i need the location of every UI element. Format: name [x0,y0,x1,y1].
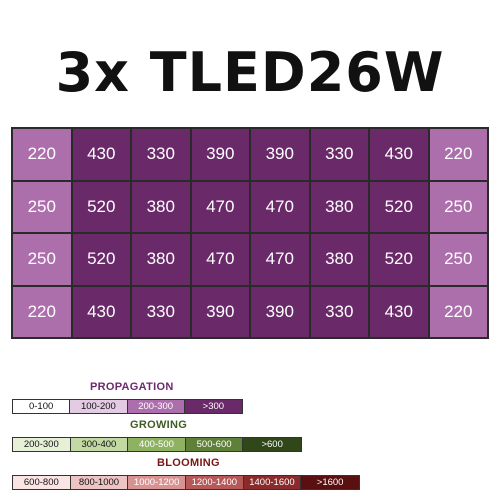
heatmap-cell: 330 [131,128,191,181]
heatmap-cell: 520 [71,233,131,286]
heatmap-cell: 380 [309,233,369,286]
legend-segment: >1600 [301,476,359,489]
ppfd-heatmap: 220 430 330 390 390 330 430 220 250 520 380 470 470 3… [11,127,489,339]
legend-bar-growing: 200-300 300-400 400-500 500-600 >600 [12,437,302,452]
legend-segment: >300 [184,400,242,413]
heatmap-cell: 250 [428,233,488,286]
legend-segment: 200-300 [127,400,185,413]
heatmap-cell: 390 [190,128,250,181]
heatmap-cell: 220 [428,128,488,181]
legend-title-blooming: BLOOMING [157,457,220,469]
heatmap-cell: 390 [190,285,250,338]
heatmap-cell: 470 [250,233,310,286]
legend-segment: 100-200 [70,400,128,413]
legend-segment: 1400-1600 [243,476,302,489]
heatmap-cell: 380 [131,180,191,233]
heatmap-cell: 520 [369,233,429,286]
chart-title: 3x TLED26W [55,41,445,104]
heatmap-cell: 380 [309,180,369,233]
heatmap-cell: 520 [71,180,131,233]
legend-segment: 500-600 [185,438,244,451]
heatmap-cell: 470 [190,180,250,233]
heatmap-cell: 390 [250,285,310,338]
legend-title-growing: GROWING [130,419,188,431]
legend-segment: 300-400 [70,438,129,451]
legend-bar-blooming: 600-800 800-1000 1000-1200 1200-1400 1400-16… [12,475,360,490]
legend-segment: 400-500 [128,438,186,451]
legend-segment: 1200-1400 [185,476,244,489]
legend-segment: 1000-1200 [128,476,186,489]
heatmap-cell: 330 [131,285,191,338]
heatmap-cell: 430 [71,128,131,181]
heatmap-cell: 250 [428,180,488,233]
heatmap-cell: 430 [369,285,429,338]
heatmap-cell: 470 [190,233,250,286]
legend-segment: 600-800 [13,476,71,489]
legend-segment: 0-100 [13,400,71,413]
legend-segment: 200-300 [13,438,71,451]
heatmap-cell: 430 [369,128,429,181]
heatmap-cell: 520 [369,180,429,233]
heatmap-cell: 430 [71,285,131,338]
heatmap-cell: 390 [250,128,310,181]
heatmap-cell: 330 [309,285,369,338]
legend-bar-propagation: 0-100 100-200 200-300 >300 [12,399,243,414]
legend-title-propagation: PROPAGATION [90,381,174,393]
heatmap-cell: 220 [12,285,72,338]
legend-segment: 800-1000 [70,476,129,489]
heatmap-cell: 220 [12,128,72,181]
heatmap-cell: 470 [250,180,310,233]
heatmap-cell: 250 [12,180,72,233]
heatmap-cell: 380 [131,233,191,286]
heatmap-cell: 220 [428,285,488,338]
legend-segment: >600 [243,438,301,451]
heatmap-cell: 250 [12,233,72,286]
heatmap-cell: 330 [309,128,369,181]
